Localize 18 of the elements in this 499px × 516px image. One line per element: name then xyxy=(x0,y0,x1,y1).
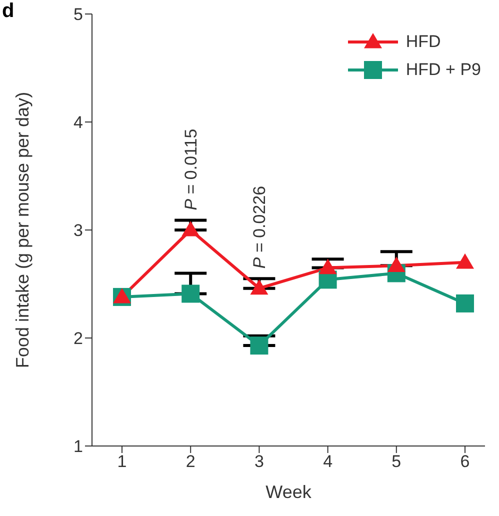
annotation: P = 0.0115 xyxy=(181,128,200,210)
x-tick-label: 3 xyxy=(254,452,264,472)
legend-label: HFD + P9 xyxy=(406,60,481,80)
x-tick-label: 2 xyxy=(186,452,196,472)
y-axis-title: Food intake (g per mouse per day) xyxy=(12,92,32,368)
x-axis-title: Week xyxy=(266,482,312,502)
x-tick-label: 4 xyxy=(323,452,333,472)
x-tick-label: 1 xyxy=(117,452,127,472)
y-tick-label: 1 xyxy=(74,437,83,456)
legend-label: HFD xyxy=(406,32,441,52)
x-tick-label: 6 xyxy=(460,452,470,472)
y-tick-label: 5 xyxy=(74,5,83,24)
chart-title: d xyxy=(2,0,14,22)
x-tick-label: 5 xyxy=(392,452,402,472)
annotation: P = 0.0226 xyxy=(250,186,269,269)
y-tick-label: 2 xyxy=(74,329,83,348)
y-tick-label: 4 xyxy=(74,113,83,132)
y-tick-label: 3 xyxy=(74,221,83,240)
